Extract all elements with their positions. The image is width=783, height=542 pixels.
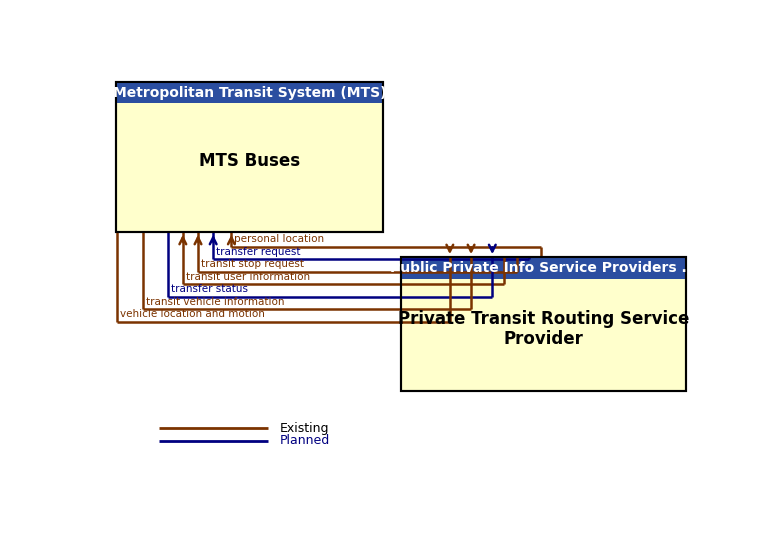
Text: transfer request: transfer request xyxy=(216,247,301,256)
Text: vehicle location and motion: vehicle location and motion xyxy=(121,309,265,319)
Text: Metropolitan Transit System (MTS): Metropolitan Transit System (MTS) xyxy=(113,86,386,100)
Bar xyxy=(402,257,687,391)
Text: personal location: personal location xyxy=(234,234,324,244)
Text: Public Private Info Service Providers ...: Public Private Info Service Providers ..… xyxy=(390,261,698,275)
FancyBboxPatch shape xyxy=(116,82,383,104)
FancyBboxPatch shape xyxy=(402,257,687,391)
FancyBboxPatch shape xyxy=(116,82,383,232)
Text: Planned: Planned xyxy=(280,434,330,447)
Text: Private Transit Routing Service
Provider: Private Transit Routing Service Provider xyxy=(399,309,690,349)
Bar xyxy=(116,82,383,232)
FancyBboxPatch shape xyxy=(402,257,687,279)
Text: MTS Buses: MTS Buses xyxy=(199,152,300,170)
Text: transit vehicle information: transit vehicle information xyxy=(146,296,285,307)
Text: transit stop request: transit stop request xyxy=(201,259,304,269)
Text: Existing: Existing xyxy=(280,422,330,435)
Text: transit user information: transit user information xyxy=(186,272,310,282)
Text: transfer status: transfer status xyxy=(171,284,247,294)
